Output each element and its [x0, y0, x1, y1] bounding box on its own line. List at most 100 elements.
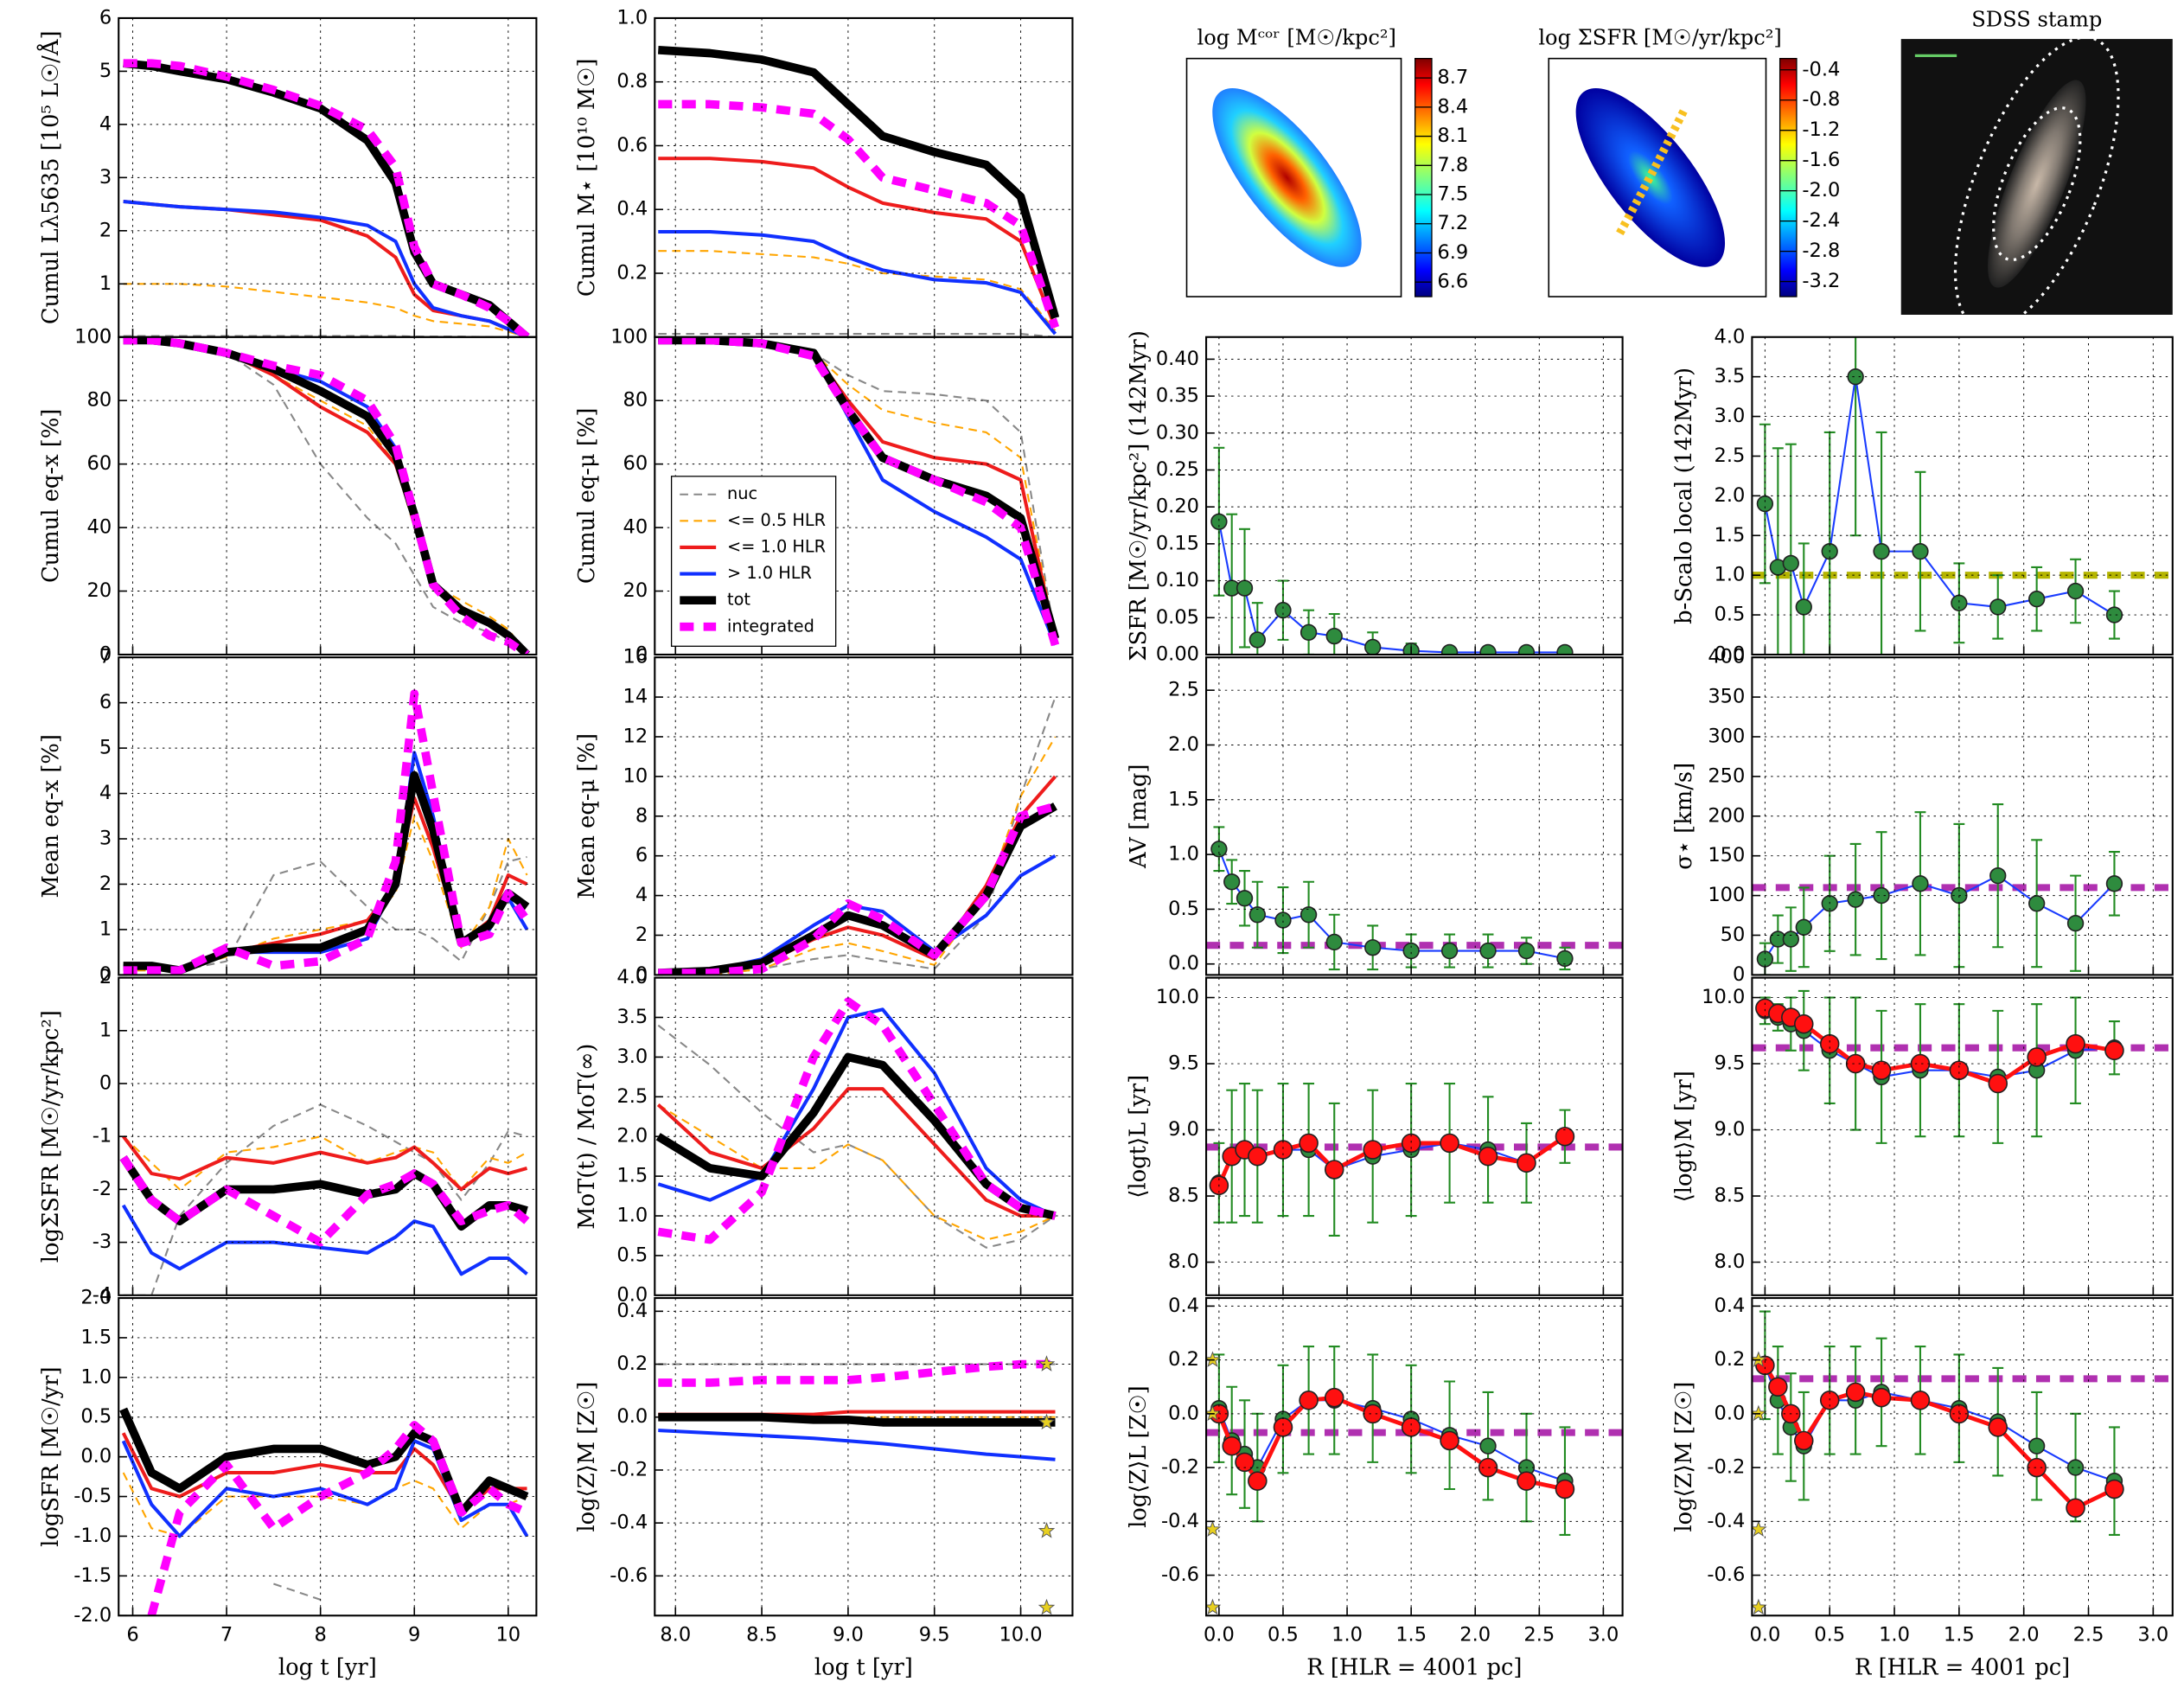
y-tick-label: 8.0: [1168, 1250, 1199, 1273]
star-marker: [1752, 1520, 1767, 1537]
y-tick-label: 4: [99, 782, 112, 804]
legend-label: <= 0.5 HLR: [727, 510, 826, 530]
y-axis-label: logSFR [M☉/yr]: [38, 1366, 64, 1546]
x-tick-label: 0.0: [1204, 1623, 1235, 1646]
series-line: [123, 338, 528, 655]
y-tick-label: 0.40: [1156, 348, 1199, 370]
x-tick-label: 7: [220, 1623, 233, 1646]
data-point: [1222, 1435, 1242, 1456]
y-tick-label: 0.0: [616, 1405, 648, 1428]
series-line: [123, 1103, 527, 1295]
legend-box: [670, 476, 837, 647]
colorbar-label: -1.6: [1802, 149, 1840, 171]
data-point: [2104, 1040, 2124, 1061]
data-point: [1782, 554, 1799, 572]
plot-area: [655, 997, 1057, 1249]
aperture: [1992, 106, 2082, 262]
axes-frame: [118, 656, 538, 976]
x-tick-label: 8: [314, 1623, 326, 1646]
x-tick-label: 1.0: [1879, 1623, 1910, 1646]
map-image: [1575, 87, 1726, 267]
y-axis-label: ⟨logt⟩L [yr]: [1126, 1075, 1152, 1199]
x-tick-label: 1.5: [1944, 1623, 1975, 1646]
series-line: [123, 855, 527, 972]
y-tick-label: 0.0: [1715, 1402, 1746, 1424]
data-point: [1555, 1126, 1575, 1147]
y-tick-label: 0.5: [616, 1244, 648, 1266]
axes-frame: [1751, 976, 2174, 1296]
series-line: [119, 1155, 530, 1247]
data-point: [1517, 1153, 1536, 1173]
y-axis-label: Cumul M⋆ [10¹⁰ M☉]: [574, 59, 600, 297]
y-tick-label: 0.4: [1168, 1295, 1199, 1317]
y-tick-label: 0: [99, 963, 112, 986]
colorbar: [1778, 57, 1798, 297]
data-point: [1793, 1430, 1814, 1451]
y-axis-label: Cumul eq-μ [%]: [574, 408, 600, 585]
y-axis-label: logΣSFR [M☉/yr/kpc²]: [38, 1010, 64, 1263]
x-tick-label: 0.0: [1749, 1623, 1780, 1646]
x-axis-label: log t [yr]: [814, 1654, 913, 1680]
axes-frame: [654, 976, 1074, 1296]
y-tick-label: 0.2: [1715, 1348, 1746, 1371]
y-tick-label: 2.0: [1715, 484, 1746, 507]
data-point: [1871, 1387, 1892, 1408]
data-point: [1300, 623, 1318, 642]
y-tick-label: 2: [99, 219, 112, 241]
data-point: [1364, 638, 1382, 655]
y-tick-label: 0.0: [1168, 952, 1199, 975]
plot-area: [657, 45, 1060, 337]
plot-area: [123, 336, 530, 655]
y-tick-label: 0.0: [1168, 1402, 1199, 1424]
y-tick-label: 1: [99, 918, 112, 940]
series-line: [123, 200, 528, 337]
y-tick-label: 0.20: [1156, 496, 1199, 518]
data-point: [2066, 1033, 2085, 1054]
data-point: [1363, 1403, 1383, 1424]
y-tick-label: -0.6: [1707, 1563, 1745, 1586]
y-tick-label: -0.2: [610, 1458, 648, 1480]
axes-frame: [654, 1296, 1074, 1617]
series-line: [123, 283, 527, 337]
y-tick-label: 9.5: [1715, 1052, 1746, 1075]
axes-frame: [118, 976, 538, 1296]
y-tick-label: 60: [86, 452, 112, 475]
y-tick-label: 3.0: [1715, 405, 1746, 427]
y-tick-label: 200: [1708, 804, 1745, 827]
series-line: [1217, 848, 1566, 960]
series-line: [1763, 1364, 2116, 1511]
axes-frame: [118, 336, 538, 656]
y-tick-label: 80: [623, 389, 648, 412]
axes-frame: [1205, 656, 1624, 976]
y-tick-label: 5: [99, 737, 112, 759]
data-point: [1517, 643, 1536, 655]
y-tick-label: 4: [635, 884, 648, 906]
y-tick-label: 10.0: [1702, 986, 1745, 1008]
series-line: [1217, 1135, 1567, 1186]
y-tick-label: 0: [99, 325, 112, 348]
data-point: [2027, 1457, 2047, 1478]
x-axis-label: R [HLR = 4001 pc]: [1855, 1654, 2070, 1680]
data-point: [1988, 1417, 2008, 1437]
series-line: [1217, 1399, 1566, 1482]
star-marker: [1038, 1522, 1056, 1538]
y-tick-label: 0.0: [1715, 643, 1746, 665]
data-point: [1989, 866, 2007, 885]
x-tick-label: 2.5: [1523, 1623, 1555, 1646]
data-point: [1479, 942, 1497, 960]
y-tick-label: 8.0: [1715, 1250, 1746, 1273]
y-tick-label: 1: [99, 1019, 112, 1041]
colorbar-label: 7.5: [1437, 183, 1468, 206]
plot-area: [123, 59, 530, 337]
y-axis-label: σ⋆ [km/s]: [1671, 763, 1697, 870]
data-point: [1782, 930, 1799, 948]
data-point: [1440, 1133, 1459, 1154]
axes-frame: [1751, 1296, 2174, 1617]
y-tick-label: 0.35: [1156, 385, 1199, 407]
image-title: SDSS stamp: [1971, 8, 2102, 32]
star-marker: [1038, 1355, 1056, 1372]
data-point: [1793, 1013, 1814, 1034]
data-point: [1248, 631, 1266, 649]
data-point: [1324, 1387, 1344, 1408]
y-tick-label: 40: [623, 516, 648, 539]
